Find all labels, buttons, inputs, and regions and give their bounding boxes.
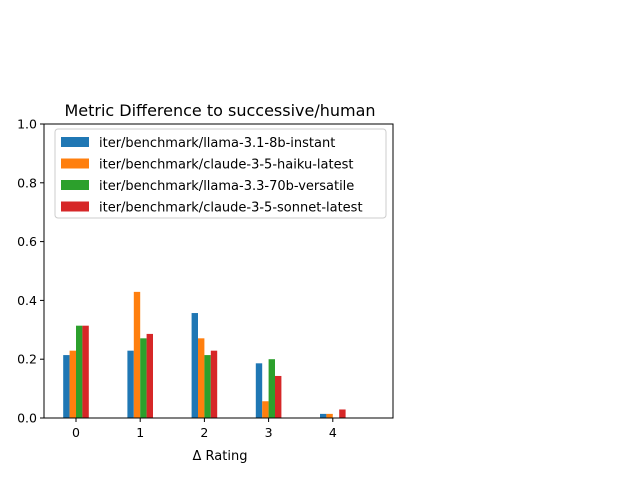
bar <box>255 363 263 418</box>
y-tick-label: 0.2 <box>17 352 37 367</box>
bar <box>326 413 333 418</box>
bar <box>198 338 205 418</box>
bar <box>268 359 275 418</box>
legend-box <box>54 128 387 219</box>
bar <box>140 338 147 418</box>
bar <box>339 409 346 418</box>
bar <box>133 291 141 418</box>
bar <box>262 401 269 418</box>
x-axis: 0 1 2 3 4 <box>72 418 337 440</box>
legend: iter/benchmark/llama-3.1-8b-instant iter/… <box>54 128 387 219</box>
legend-label: iter/benchmark/claude-3-5-sonnet-latest <box>99 201 363 216</box>
y-tick-label: 0.6 <box>17 234 37 249</box>
legend-swatch <box>61 158 89 169</box>
bar <box>191 313 198 418</box>
bar <box>204 355 211 418</box>
bar <box>69 350 76 418</box>
chart-title: Metric Difference to successive/human <box>64 101 375 120</box>
legend-swatch <box>61 137 89 147</box>
bar <box>210 350 218 418</box>
x-tick-label: 4 <box>329 425 337 440</box>
x-tick-label: 3 <box>265 425 273 440</box>
plot-frame <box>43 123 394 419</box>
y-tick-label: 0.8 <box>17 175 37 190</box>
bar <box>63 355 70 418</box>
legend-label: iter/benchmark/llama-3.3-70b-versatile <box>99 179 354 194</box>
bar <box>146 333 153 418</box>
bar <box>76 325 83 418</box>
bar <box>320 413 327 418</box>
x-tick-label: 0 <box>72 425 80 440</box>
legend-label: iter/benchmark/llama-3.1-8b-instant <box>99 136 335 151</box>
legend-swatch <box>61 201 89 212</box>
bar <box>275 375 282 418</box>
legend-label: iter/benchmark/claude-3-5-haiku-latest <box>99 158 353 173</box>
x-tick-label: 2 <box>200 425 208 440</box>
bars-group <box>63 291 346 418</box>
y-tick-label: 0.4 <box>17 293 37 308</box>
x-tick-label: 1 <box>136 425 144 440</box>
bar <box>127 350 134 418</box>
y-tick-label: 0.0 <box>17 411 37 426</box>
legend-swatch <box>61 180 89 190</box>
bar <box>82 325 89 418</box>
y-tick-label: 1.0 <box>17 117 37 132</box>
x-axis-label: Δ Rating <box>193 449 248 464</box>
y-axis: 0.0 0.2 0.4 0.6 0.8 1.0 <box>17 117 44 426</box>
